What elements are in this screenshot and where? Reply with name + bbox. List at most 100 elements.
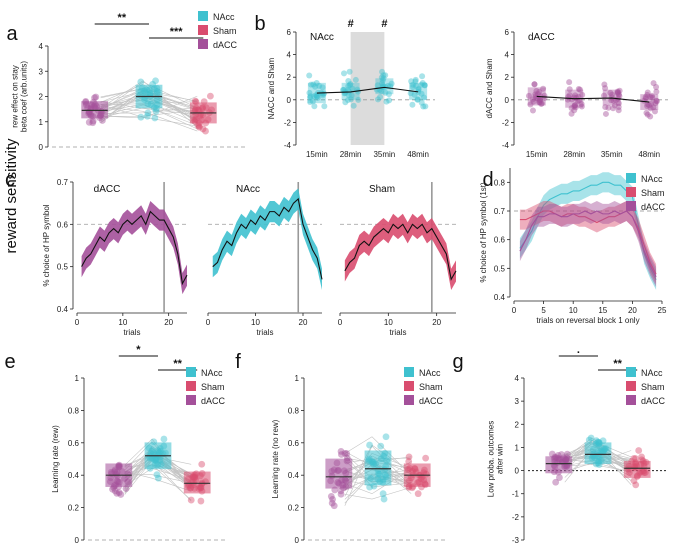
box [584, 442, 612, 465]
data-point [199, 125, 207, 133]
box [325, 458, 353, 489]
data-point [572, 104, 579, 111]
legend-label: dACC [201, 396, 226, 406]
data-point [537, 96, 544, 103]
data-point [418, 90, 425, 97]
data-point [415, 86, 422, 93]
data-point [630, 455, 638, 462]
data-point [352, 76, 359, 83]
data-point [109, 485, 116, 493]
subject-line [344, 461, 412, 487]
data-point [538, 100, 545, 107]
data-point [532, 91, 539, 98]
data-point [608, 94, 615, 101]
data-point [529, 107, 536, 114]
data-point [89, 119, 97, 127]
data-point [414, 490, 422, 498]
legend-label: Sham [641, 382, 665, 392]
data-point [531, 81, 538, 88]
data-point [355, 96, 362, 103]
data-point [307, 93, 314, 100]
y-tick-label: 1 [515, 443, 520, 452]
y-tick-label: 0 [295, 536, 300, 545]
data-point [309, 98, 316, 105]
data-point [338, 451, 345, 458]
y-axis-label: % choice of HP symbol [42, 204, 51, 286]
data-point [552, 478, 560, 486]
legend-swatch [626, 173, 636, 183]
data-point [379, 80, 386, 87]
y-axis-label: Learning rate (no rew) [271, 419, 280, 498]
data-point [647, 94, 654, 101]
legend-swatch [198, 25, 208, 35]
data-point [342, 99, 349, 106]
ci-band [344, 213, 456, 290]
x-tick-label: 15min [526, 150, 548, 159]
ci-box [307, 82, 326, 104]
data-point [630, 477, 638, 485]
data-point [601, 92, 608, 99]
data-point [653, 84, 660, 91]
data-point [609, 91, 616, 98]
data-point [329, 495, 336, 503]
y-tick-label: 2 [39, 93, 44, 102]
y-tick-label: 6 [287, 28, 292, 37]
panel-label: e [4, 351, 15, 373]
data-point [407, 90, 414, 97]
data-point [366, 483, 374, 491]
series-line [212, 197, 323, 280]
y-tick-label: 4 [505, 51, 510, 60]
box [81, 101, 109, 119]
subject-line [100, 80, 198, 128]
data-point [605, 104, 612, 111]
mean-line [536, 95, 650, 103]
data-point [347, 81, 354, 88]
ci-band [519, 200, 657, 287]
data-point [412, 78, 419, 85]
data-point [137, 113, 145, 121]
data-point [405, 458, 413, 465]
data-point [348, 96, 355, 103]
panel-title: dACC [528, 32, 555, 43]
data-point [615, 107, 622, 114]
data-point [572, 92, 579, 99]
data-point [646, 102, 653, 109]
data-point [652, 100, 659, 107]
data-point [313, 92, 320, 99]
subject-line [100, 81, 198, 112]
data-point [355, 88, 362, 95]
data-point [415, 88, 422, 95]
data-point [644, 101, 651, 108]
y-tick-label: 0 [287, 96, 292, 105]
data-point [615, 91, 622, 98]
x-tick-label: 0 [206, 318, 211, 327]
data-point [420, 94, 427, 101]
x-tick-label: 28min [340, 150, 362, 159]
legend-swatch [186, 381, 196, 391]
y-tick-label: 0.7 [494, 207, 506, 216]
series-line [344, 223, 457, 281]
y-axis-label: Low proba. outcomes [487, 421, 496, 498]
data-point [529, 96, 536, 103]
box [623, 460, 651, 478]
y-tick-label: 0.8 [494, 178, 506, 187]
data-point [350, 102, 357, 109]
data-point [405, 453, 413, 461]
y-tick-label: 1 [75, 374, 80, 383]
data-point [412, 76, 419, 83]
legend-swatch [404, 381, 414, 391]
data-point [366, 441, 373, 449]
panel-title: NAcc [310, 32, 334, 43]
data-point [556, 474, 563, 481]
x-tick-label: 15min [306, 150, 328, 159]
y-tick-label: 4 [287, 51, 292, 60]
data-point [306, 72, 313, 79]
y-axis-label: beta coef (arb.units) [20, 61, 29, 132]
data-point [566, 86, 573, 93]
y-tick-label: -2 [512, 513, 520, 522]
y-tick-label: 0.7 [57, 178, 69, 187]
data-point [382, 433, 390, 441]
ci-box [375, 78, 394, 95]
data-point [540, 85, 547, 92]
data-point [601, 81, 608, 88]
